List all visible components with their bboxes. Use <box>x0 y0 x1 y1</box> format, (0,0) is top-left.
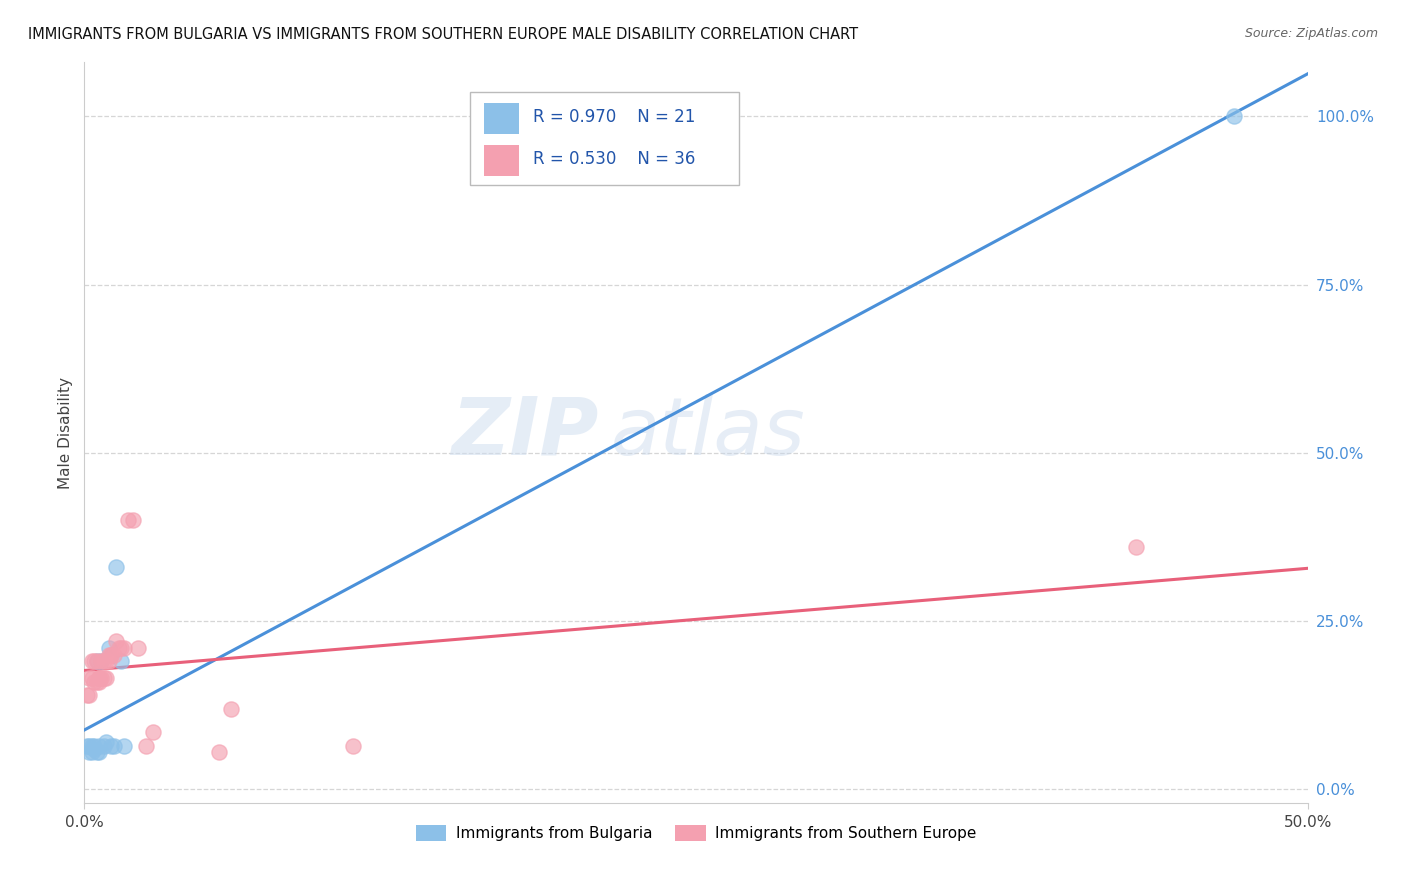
Point <box>135 739 157 753</box>
Point <box>122 513 145 527</box>
Point <box>80 745 103 759</box>
Point <box>83 742 105 756</box>
Point <box>83 739 105 753</box>
Point <box>87 745 110 759</box>
Point <box>76 688 98 702</box>
Point <box>93 671 115 685</box>
Point <box>83 655 105 669</box>
Point <box>90 671 112 685</box>
Point <box>77 671 100 685</box>
FancyBboxPatch shape <box>484 145 519 176</box>
Point <box>80 655 103 669</box>
Point <box>97 655 120 669</box>
Point <box>110 640 132 655</box>
Point <box>80 671 103 685</box>
Point <box>93 739 115 753</box>
Text: R = 0.970    N = 21: R = 0.970 N = 21 <box>533 108 696 126</box>
Point <box>90 655 112 669</box>
Point <box>100 648 122 662</box>
Point <box>77 739 100 753</box>
Point <box>97 640 120 655</box>
Y-axis label: Male Disability: Male Disability <box>58 376 73 489</box>
Point <box>80 739 103 753</box>
Point <box>86 655 108 669</box>
Point <box>87 739 110 753</box>
Point <box>83 674 105 689</box>
Point <box>93 655 115 669</box>
Point <box>87 671 110 685</box>
Point <box>96 671 118 685</box>
Text: Source: ZipAtlas.com: Source: ZipAtlas.com <box>1244 27 1378 40</box>
Point <box>96 655 118 669</box>
Legend: Immigrants from Bulgaria, Immigrants from Southern Europe: Immigrants from Bulgaria, Immigrants fro… <box>409 819 983 847</box>
Point <box>96 735 118 749</box>
Point <box>103 648 125 662</box>
Point <box>86 674 108 689</box>
Point <box>112 640 135 655</box>
Point <box>105 560 128 574</box>
Point <box>76 739 98 753</box>
Text: R = 0.530    N = 36: R = 0.530 N = 36 <box>533 150 696 168</box>
Point <box>77 688 100 702</box>
Text: IMMIGRANTS FROM BULGARIA VS IMMIGRANTS FROM SOUTHERN EUROPE MALE DISABILITY CORR: IMMIGRANTS FROM BULGARIA VS IMMIGRANTS F… <box>28 27 858 42</box>
Point <box>107 640 129 655</box>
Point <box>127 640 149 655</box>
Point <box>219 701 242 715</box>
Point <box>142 725 165 739</box>
Point <box>86 655 108 669</box>
Point <box>342 739 364 753</box>
Point <box>1125 540 1147 554</box>
Text: atlas: atlas <box>610 393 806 472</box>
Point <box>117 513 139 527</box>
Point <box>87 674 110 689</box>
Point <box>110 655 132 669</box>
Point <box>77 745 100 759</box>
FancyBboxPatch shape <box>470 92 738 185</box>
Point <box>112 739 135 753</box>
Point <box>100 648 122 662</box>
Text: ZIP: ZIP <box>451 393 598 472</box>
Point <box>105 634 128 648</box>
Point <box>86 745 108 759</box>
Point <box>103 739 125 753</box>
FancyBboxPatch shape <box>484 103 519 135</box>
Point <box>97 648 120 662</box>
Point <box>1223 109 1246 123</box>
Point <box>90 655 112 669</box>
Point <box>208 745 231 759</box>
Point <box>100 739 122 753</box>
Point <box>87 671 110 685</box>
